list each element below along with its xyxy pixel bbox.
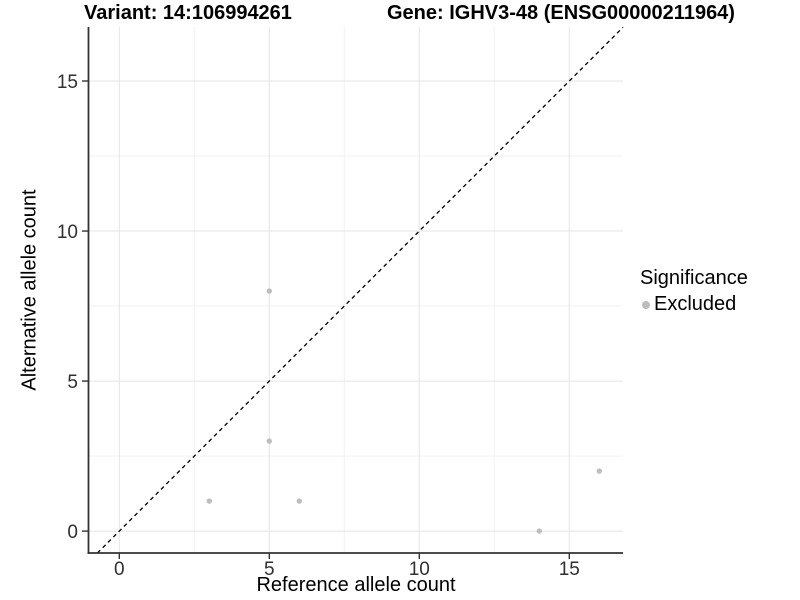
data-point xyxy=(266,288,272,294)
y-tick-label: 0 xyxy=(67,522,78,543)
plot-title-variant: Variant: 14:106994261 xyxy=(84,2,292,24)
legend-item-label: Excluded xyxy=(654,293,737,315)
data-point xyxy=(536,528,542,534)
y-tick-label: 5 xyxy=(67,372,78,393)
x-axis-title: Reference allele count xyxy=(256,574,456,596)
x-tick-label: 0 xyxy=(114,559,125,580)
data-point xyxy=(266,438,272,444)
data-point xyxy=(296,498,302,504)
legend-item-excluded: Excluded xyxy=(640,293,748,316)
y-tick-label: 15 xyxy=(57,72,78,93)
plot-title-gene: Gene: IGHV3-48 (ENSG00000211964) xyxy=(387,2,735,24)
x-tick-label: 10 xyxy=(409,559,430,580)
legend-point-icon xyxy=(642,300,650,309)
y-tick-label: 10 xyxy=(57,222,78,243)
x-tick-label: 5 xyxy=(264,559,275,580)
legend-title: Significance xyxy=(640,267,748,289)
x-tick-label: 15 xyxy=(559,559,580,580)
data-point xyxy=(206,498,212,504)
data-point xyxy=(596,468,602,474)
legend: Significance Excluded xyxy=(640,267,748,316)
y-axis-title: Alternative allele count xyxy=(18,189,41,391)
identity-reference-line xyxy=(96,26,624,554)
